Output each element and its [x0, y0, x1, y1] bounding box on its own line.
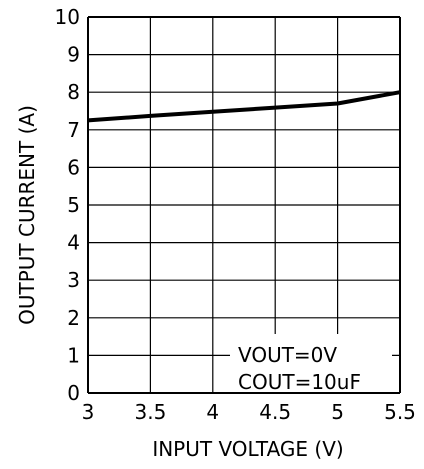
y-tick-labels: 0 1 2 3 4 5 6 7 8 9 10	[55, 5, 80, 405]
y-axis-title: OUTPUT CURRENT (A)	[15, 105, 39, 325]
annotation-box: VOUT=0V COUT=10uF	[230, 334, 392, 394]
series-lines	[87, 90, 401, 123]
annotation-line-2: COUT=10uF	[238, 370, 361, 394]
x-axis-title: INPUT VOLTAGE (V)	[152, 437, 343, 461]
y-tick-label: 4	[67, 231, 80, 255]
y-tick-label: 6	[67, 155, 80, 179]
y-tick-label: 10	[55, 5, 80, 29]
x-tick-label: 5	[331, 400, 344, 424]
y-tick-label: 1	[67, 343, 80, 367]
y-tick-label: 9	[67, 43, 80, 67]
x-tick-label: 3	[82, 400, 95, 424]
annotation-background	[230, 334, 392, 392]
y-tick-label: 5	[67, 193, 80, 217]
y-tick-label: 7	[67, 118, 80, 142]
y-tick-label: 8	[67, 80, 80, 104]
x-tick-labels: 3 3.5 4 4.5 5 5.5	[82, 400, 416, 424]
grid	[87, 16, 401, 394]
x-tick-label: 4.5	[259, 400, 291, 424]
x-tick-label: 3.5	[134, 400, 166, 424]
series-line	[87, 90, 401, 123]
annotation-line-1: VOUT=0V	[238, 343, 337, 367]
y-tick-label: 2	[67, 306, 80, 330]
x-tick-label: 5.5	[384, 400, 416, 424]
y-tick-label: 3	[67, 268, 80, 292]
y-tick-label: 0	[67, 381, 80, 405]
x-tick-label: 4	[206, 400, 219, 424]
